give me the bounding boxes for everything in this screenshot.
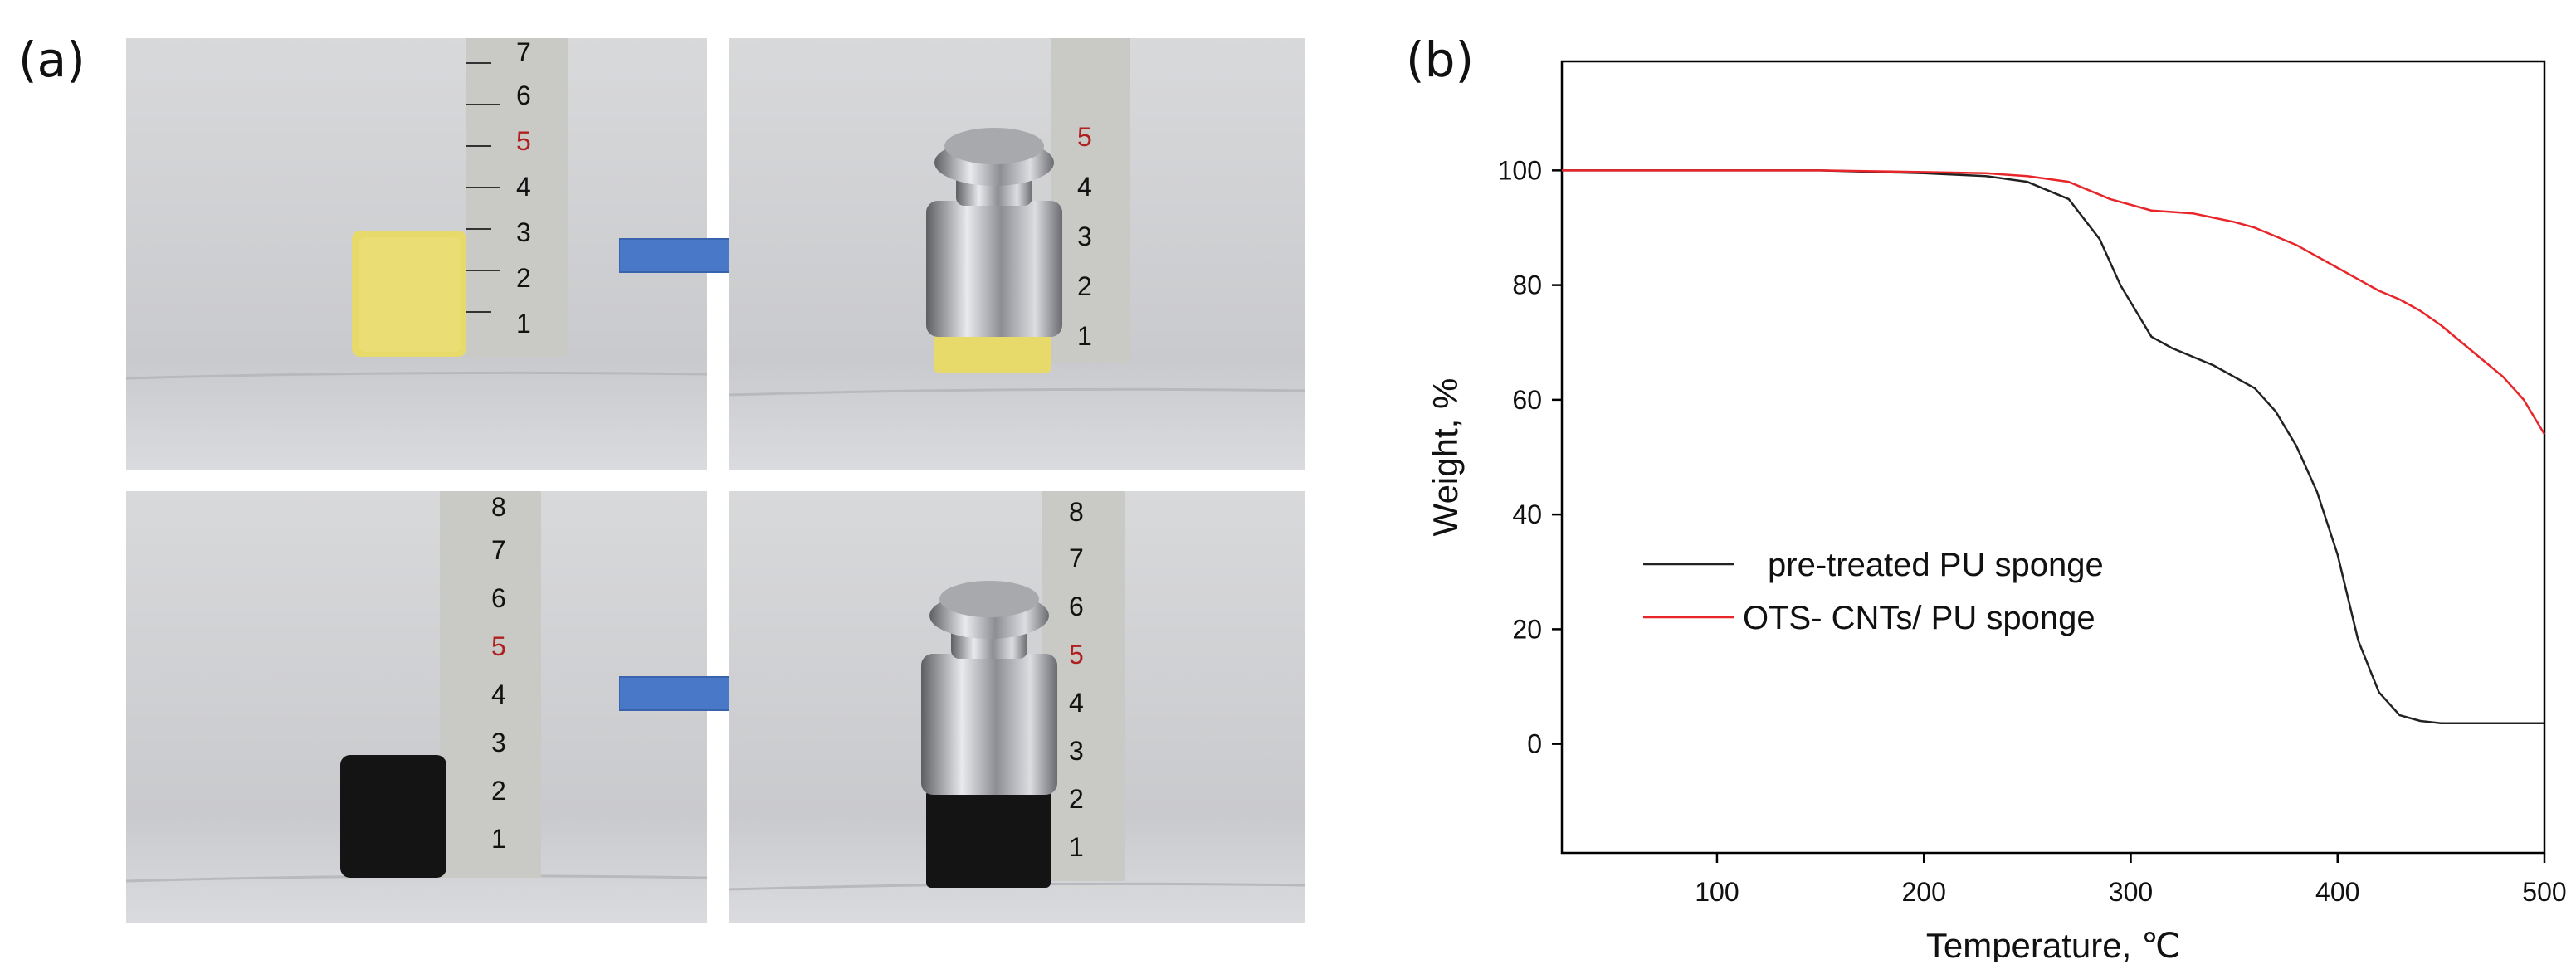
tga-chart: 100 200 300 400 500 0 20 40 60 80 100 Temperature… [1426,60,2567,962]
svg-text:3: 3 [1069,736,1084,766]
svg-text:2: 2 [516,263,531,293]
x-tick-label: 200 [1902,877,1946,907]
ruler [440,491,541,878]
y-axis-title: Weight, % [1426,378,1465,537]
svg-text:6: 6 [1069,592,1084,621]
series-line-ots-cnts [1562,169,2546,435]
y-tick-label: 100 [1498,155,1542,185]
svg-text:1: 1 [1077,321,1092,351]
photo-yellow-sponge-compressed: 1 2 3 4 5 [729,38,1305,470]
legend-label: pre-treated PU sponge [1768,547,2104,583]
svg-text:2: 2 [491,776,506,806]
panel-label-a: (a) [18,32,85,88]
black-sponge [340,755,446,878]
svg-text:2: 2 [1069,784,1084,814]
chrome-weight [921,581,1057,795]
svg-text:4: 4 [491,679,506,709]
svg-text:6: 6 [491,583,506,613]
ruler-numbers: 1 2 3 4 5 [1077,122,1092,351]
ruler-numbers: 1 2 3 4 5 6 7 [516,38,531,339]
svg-text:3: 3 [516,217,531,247]
x-axis-title: Temperature, ℃ [1926,926,2180,962]
y-tick-label: 80 [1512,270,1542,300]
x-tick-label: 100 [1695,877,1739,907]
svg-text:5: 5 [1069,640,1084,670]
y-tick-label: 20 [1512,614,1542,644]
x-tick-label: 500 [2522,877,2566,907]
panel-label-b: (b) [1406,32,1475,88]
svg-text:1: 1 [491,824,506,854]
svg-text:7: 7 [516,38,531,67]
svg-text:4: 4 [1077,172,1092,202]
legend-label: OTS- CNTs/ PU sponge [1743,600,2095,636]
plot-frame [1560,60,2546,855]
svg-text:7: 7 [491,535,506,565]
svg-text:2: 2 [1077,271,1092,301]
ruler [466,38,568,357]
svg-text:7: 7 [1069,543,1084,573]
photo-black-sponge-compressed: 1 2 3 4 5 6 7 8 [729,491,1305,923]
svg-text:4: 4 [1069,688,1084,718]
photo-yellow-sponge-uncompressed: 1 2 3 4 5 6 7 [126,38,707,470]
legend: pre-treated PU sponge OTS- CNTs/ PU spong… [1643,547,2104,636]
y-tick-label: 60 [1512,385,1542,415]
svg-text:3: 3 [491,728,506,757]
svg-text:5: 5 [1077,122,1092,152]
x-tick-label: 400 [2315,877,2359,907]
photo-black-sponge-uncompressed: 1 2 3 4 5 6 7 8 [126,491,707,923]
svg-text:3: 3 [1077,222,1092,251]
svg-text:6: 6 [516,80,531,110]
svg-text:1: 1 [516,309,531,339]
ruler-numbers: 1 2 3 4 5 6 7 8 [491,492,506,854]
y-tick-label: 40 [1512,499,1542,529]
series-line-pretreated [1562,169,2544,725]
svg-text:5: 5 [491,631,506,661]
svg-text:8: 8 [1069,497,1084,527]
chrome-weight [926,128,1062,337]
svg-text:1: 1 [1069,832,1084,862]
svg-text:8: 8 [491,492,506,522]
ruler-numbers: 1 2 3 4 5 6 7 8 [1069,497,1084,862]
black-sponge [926,790,1051,888]
yellow-sponge [934,334,1051,373]
svg-text:4: 4 [516,172,531,202]
svg-text:5: 5 [516,126,531,156]
x-tick-label: 300 [2109,877,2153,907]
y-tick-label: 0 [1527,729,1542,759]
ruler [1051,38,1130,363]
